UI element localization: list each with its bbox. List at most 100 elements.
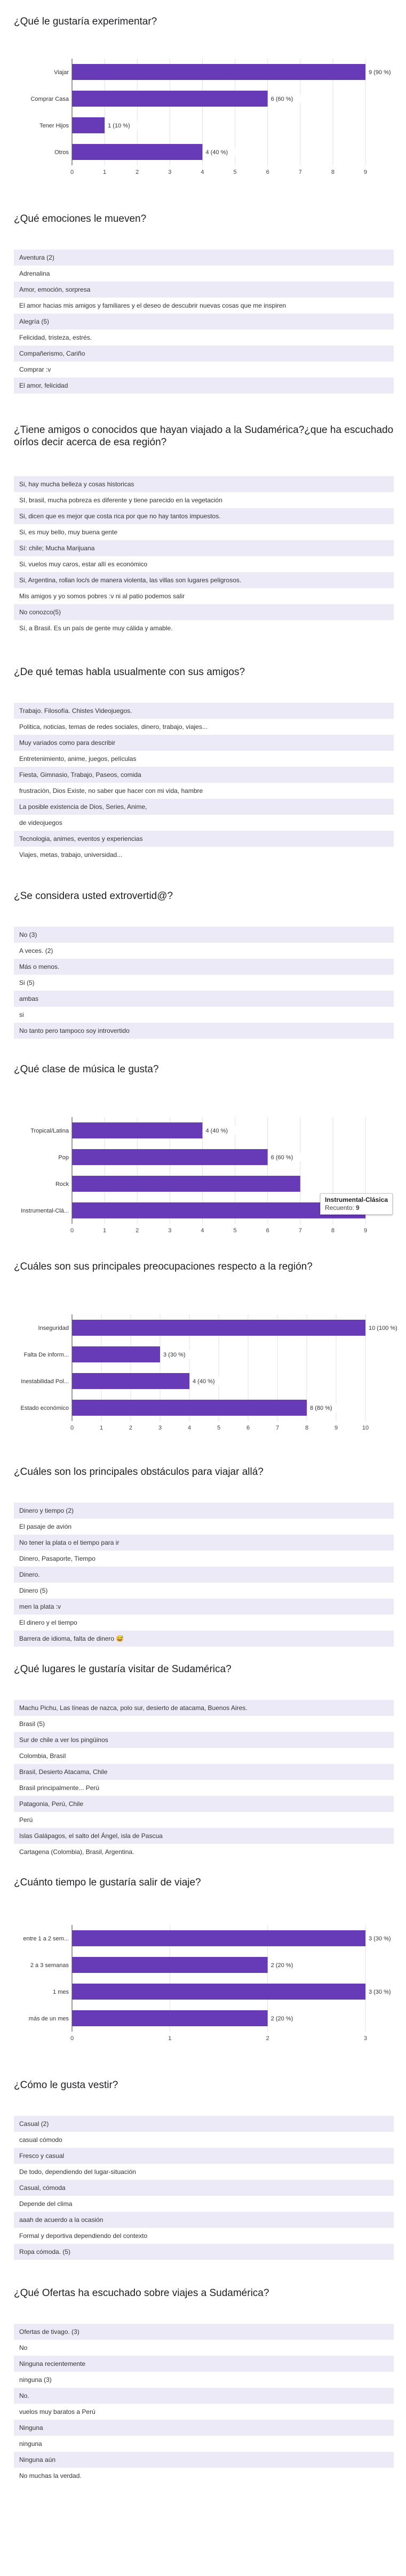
- list-item: Ofertas de tivago. (3): [14, 2324, 394, 2340]
- x-tick-label: 2: [136, 1227, 139, 1234]
- list-item: Machu Pichu, Las líneas de nazca, polo s…: [14, 1700, 394, 1716]
- list-item: El amor, felicidad: [14, 378, 394, 394]
- value-label-bg: [203, 148, 236, 156]
- question-title: ¿Qué le gustaría experimentar?: [14, 16, 157, 27]
- value-label: 1 (10 %): [108, 123, 130, 129]
- x-tick-label: 10: [362, 1425, 369, 1431]
- list-item: Casual (2): [14, 2116, 394, 2132]
- value-label-bg: [308, 1403, 340, 1412]
- value-label-bg: [268, 1153, 301, 1161]
- category-label: más de un mes: [29, 2016, 69, 2022]
- x-tick-label: 4: [201, 1227, 204, 1234]
- category-label: Viajar: [54, 69, 69, 76]
- x-tick-label: 9: [364, 1227, 367, 1234]
- value-label-bg: [367, 1934, 399, 1943]
- bar-chart-q10: 0 1 2 3 entre 1 a 2 sem... 3 (30 %) 2 a 3 sema…: [23, 1925, 399, 2042]
- bar: [72, 1930, 365, 1946]
- x-tick-label: 1: [168, 2035, 171, 2042]
- list-item: A veces. (2): [14, 943, 394, 959]
- bar: [72, 1149, 268, 1165]
- list-item: men la plata :v: [14, 1599, 394, 1615]
- x-tick-label: 6: [266, 169, 269, 175]
- list-item: No conozco(5): [14, 604, 394, 620]
- list-item: Si, Argentina, rollan loc/s de manera vi…: [14, 572, 394, 588]
- tooltip-value: Recuento: 9: [325, 1204, 360, 1211]
- question-title: ¿Qué lugares le gustaría visitar de Suda…: [14, 1664, 232, 1675]
- category-label: entre 1 a 2 sem...: [23, 1936, 69, 1942]
- list-item: Brasil principalmente... Perú: [14, 1780, 394, 1796]
- list-item: Depende del clima: [14, 2196, 394, 2212]
- x-tick-label: 0: [70, 1425, 74, 1431]
- list-item: Dinero, Pasaporte, Tiempo: [14, 1551, 394, 1567]
- category-label: 1 mes: [53, 1989, 69, 1995]
- list-item: Islas Galápagos, el salto del Ángel, isl…: [14, 1828, 394, 1844]
- bar: [72, 91, 268, 107]
- x-tick-label: 9: [364, 169, 367, 175]
- list-item: Mis amigos y yo somos pobres :v ni al pa…: [14, 588, 394, 604]
- list-item: No (3): [14, 927, 394, 943]
- value-label: 4 (40 %): [205, 1128, 228, 1134]
- category-label: 2 a 3 semanas: [30, 1962, 69, 1969]
- list-item: Sí: chile; Mucha Marijuana: [14, 540, 394, 556]
- list-item: Comprar :v: [14, 362, 394, 378]
- tooltip-title: Instrumental-Clásica: [325, 1196, 388, 1203]
- x-tick-label: 7: [276, 1425, 279, 1431]
- bar-chart-q6: 0 1 2 3 4 5 6 7 8 9 Tropical/Latina 4 (40 %) Pop 6 (6…: [21, 1117, 399, 1234]
- value-label: 9 (90 %): [369, 69, 391, 76]
- question-title: ¿Qué clase de música le gusta?: [14, 1064, 159, 1075]
- list-item: Sur de chile a ver los pingüinos: [14, 1732, 394, 1748]
- question-title: ¿Se considera usted extrovertid@?: [14, 890, 173, 902]
- value-label: 6 (60 %): [271, 1154, 293, 1161]
- list-item: El dinero y el tiempo: [14, 1615, 394, 1631]
- value-label: 8 (80 %): [310, 1405, 332, 1411]
- category-label: Inseguridad: [38, 1325, 69, 1331]
- question-title: ¿De qué temas habla usualmente con sus a…: [14, 667, 245, 678]
- list-item: Trabajo. Filosofía. Chistes Videojuegos.: [14, 703, 394, 719]
- list-item: Colombia, Brasil: [14, 1748, 394, 1764]
- x-tick-label: 3: [364, 2035, 367, 2042]
- value-label-bg: [268, 2014, 301, 2023]
- list-item: ambas: [14, 991, 394, 1007]
- category-label: Rock: [55, 1181, 69, 1187]
- list-item: casual cómodo: [14, 2132, 394, 2148]
- list-item: No tanto pero tampoco soy introvertido: [14, 1023, 394, 1039]
- category-label: Pop: [58, 1154, 69, 1161]
- value-label: 4 (40 %): [193, 1378, 215, 1385]
- list-item: Dinero (5): [14, 1583, 394, 1599]
- question-title: ¿Tiene amigos o conocidos que hayan viaj…: [14, 424, 394, 448]
- x-tick-label: 3: [158, 1425, 162, 1431]
- list-item: Si, dicen que es mejor que costa rica po…: [14, 508, 394, 524]
- value-label: 4 (40 %): [205, 149, 228, 156]
- list-item: El pasaje de avión: [14, 1519, 394, 1535]
- x-tick-label: 3: [168, 1227, 171, 1234]
- list-item: No tener la plata o el tiempo para ir: [14, 1535, 394, 1551]
- bar: [72, 1346, 160, 1362]
- bar: [72, 64, 365, 80]
- bar: [72, 2010, 268, 2026]
- list-item: Ninguna: [14, 2420, 394, 2436]
- list-item: Casual, cómoda: [14, 2180, 394, 2196]
- list-item: Formal y deportiva dependiendo del conte…: [14, 2228, 394, 2244]
- list-item: Dinero y tiempo (2): [14, 1503, 394, 1519]
- x-tick-label: 5: [233, 1227, 236, 1234]
- question-title: ¿Cuánto tiempo le gustaría salir de viaj…: [14, 1877, 201, 1888]
- list-item: Si (5): [14, 975, 394, 991]
- list-item: Si, vuelos muy caros, estar allí es econ…: [14, 556, 394, 572]
- category-label: Tener Hijos: [39, 123, 69, 129]
- x-tick-label: 1: [103, 169, 106, 175]
- x-tick-label: 0: [70, 1227, 74, 1234]
- list-item: Si, hay mucha belleza y cosas historicas: [14, 476, 394, 492]
- list-item: Ninguna aún: [14, 2452, 394, 2468]
- category-label: Inestabilidad Pol...: [21, 1378, 69, 1385]
- list-item: Aventura (2): [14, 250, 394, 266]
- bar-chart-q7: 0 1 2 3 4 5 6 7 8 9 10 Inseguridad 10 (100 %) Falta D…: [21, 1314, 405, 1431]
- value-label: 3 (30 %): [369, 1936, 391, 1942]
- bar: [72, 117, 105, 133]
- category-label: Estado económico: [21, 1405, 69, 1411]
- list-item: Compañerismo, Cariño: [14, 346, 394, 362]
- x-tick-label: 2: [266, 2035, 269, 2042]
- x-tick-label: 2: [136, 169, 139, 175]
- list-item: Fresco y casual: [14, 2148, 394, 2164]
- list-item: No.: [14, 2388, 394, 2404]
- category-label: Tropical/Latina: [30, 1128, 69, 1134]
